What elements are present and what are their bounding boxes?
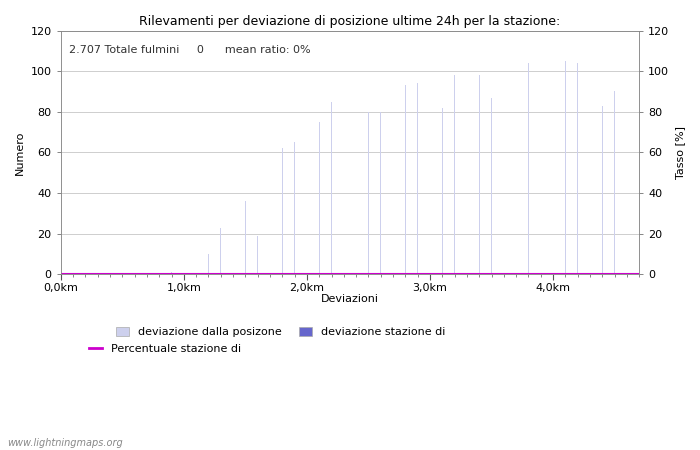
- Y-axis label: Tasso [%]: Tasso [%]: [675, 126, 685, 179]
- Legend: Percentuale stazione di: Percentuale stazione di: [89, 344, 241, 354]
- Title: Rilevamenti per deviazione di posizione ultime 24h per la stazione:: Rilevamenti per deviazione di posizione …: [139, 15, 561, 28]
- Text: 2.707 Totale fulmini     0      mean ratio: 0%: 2.707 Totale fulmini 0 mean ratio: 0%: [69, 45, 311, 55]
- X-axis label: Deviazioni: Deviazioni: [321, 294, 379, 304]
- Text: www.lightningmaps.org: www.lightningmaps.org: [7, 438, 122, 448]
- Y-axis label: Numero: Numero: [15, 130, 25, 175]
